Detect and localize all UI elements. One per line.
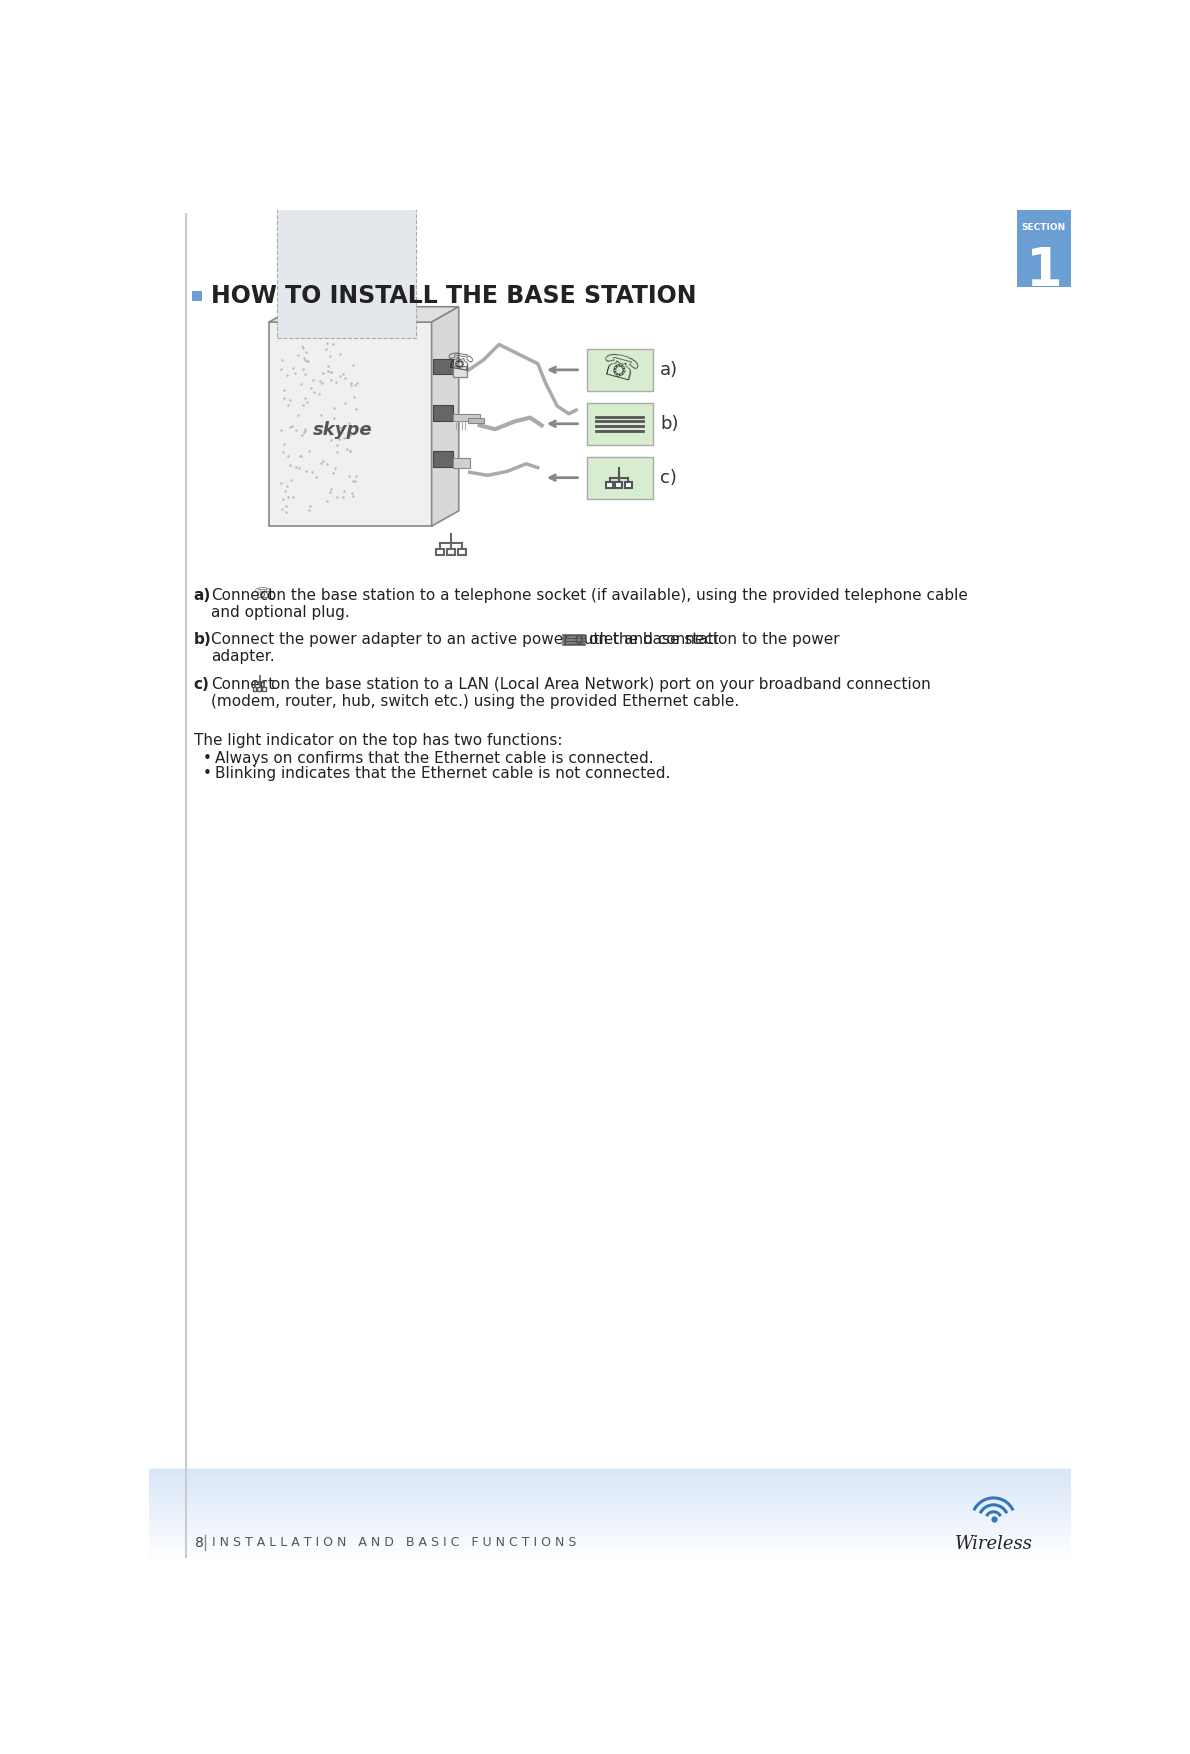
Bar (276, 168, 416, 337)
Text: SECTION: SECTION (1022, 223, 1066, 232)
Bar (252, 688, 257, 691)
Text: 1: 1 (1026, 244, 1063, 296)
Text: on the base station to a LAN (Local Area Network) port on your broadband connect: on the base station to a LAN (Local Area… (271, 677, 931, 693)
Text: •: • (203, 751, 212, 766)
Bar (587, 349, 652, 391)
Bar (615, 482, 622, 488)
Text: The light indicator on the top has two functions:: The light indicator on the top has two f… (194, 733, 562, 747)
Polygon shape (269, 323, 432, 526)
Text: Always on confirms that the Ethernet cable is connected.: Always on confirms that the Ethernet cab… (215, 751, 654, 766)
Text: c): c) (660, 468, 677, 488)
Text: a): a) (660, 361, 678, 379)
Text: a): a) (194, 588, 211, 603)
Text: Wireless: Wireless (954, 1535, 1033, 1552)
Bar (192, 291, 202, 302)
Bar (587, 403, 652, 446)
Text: HOW TO INSTALL THE BASE STATION: HOW TO INSTALL THE BASE STATION (211, 284, 696, 309)
Bar (437, 549, 444, 556)
Bar (606, 482, 613, 488)
Text: adapter.: adapter. (211, 649, 275, 665)
Bar (625, 482, 632, 488)
Bar (468, 419, 483, 423)
Text: ☏: ☏ (252, 588, 270, 602)
Bar (452, 458, 470, 468)
Bar (257, 688, 261, 691)
Bar (433, 360, 452, 375)
Text: ☏: ☏ (444, 351, 474, 375)
Text: b): b) (194, 633, 212, 647)
Bar (452, 367, 466, 377)
Text: ☏: ☏ (597, 351, 641, 389)
Bar (587, 456, 652, 500)
Text: c): c) (194, 677, 209, 693)
Bar (447, 549, 455, 556)
Bar (458, 549, 465, 556)
Text: Connect: Connect (211, 588, 274, 603)
Text: on the base station to a telephone socket (if available), using the provided tel: on the base station to a telephone socke… (268, 588, 969, 603)
Polygon shape (432, 307, 459, 526)
Text: Blinking indicates that the Ethernet cable is not connected.: Blinking indicates that the Ethernet cab… (215, 766, 671, 782)
Text: and optional plug.: and optional plug. (211, 605, 350, 619)
Bar (433, 405, 452, 421)
Bar (452, 414, 480, 421)
Text: Connect the power adapter to an active power outlet and connect: Connect the power adapter to an active p… (211, 633, 719, 647)
Bar (433, 451, 452, 467)
Text: I N S T A L L A T I O N   A N D   B A S I C   F U N C T I O N S: I N S T A L L A T I O N A N D B A S I C … (212, 1537, 577, 1549)
Polygon shape (269, 307, 459, 323)
Text: (modem, router, hub, switch etc.) using the provided Ethernet cable.: (modem, router, hub, switch etc.) using … (211, 695, 739, 709)
Text: 8: 8 (195, 1535, 205, 1549)
Text: •: • (203, 766, 212, 782)
Text: Connect: Connect (211, 677, 274, 693)
Text: on the base station to the power: on the base station to the power (589, 633, 840, 647)
Text: b): b) (660, 416, 678, 433)
Text: skype: skype (313, 421, 372, 438)
Bar (1016, 210, 1071, 288)
Bar (262, 688, 265, 691)
